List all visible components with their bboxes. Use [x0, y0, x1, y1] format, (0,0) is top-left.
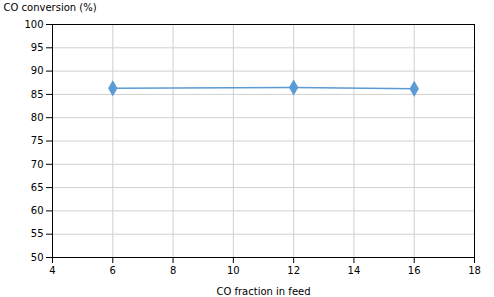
svg-text:4: 4	[49, 265, 55, 276]
svg-text:50: 50	[31, 252, 44, 263]
svg-text:10: 10	[227, 265, 240, 276]
svg-text:CO conversion (%): CO conversion (%)	[4, 2, 97, 13]
svg-text:16: 16	[408, 265, 421, 276]
svg-text:100: 100	[24, 19, 43, 30]
svg-text:12: 12	[287, 265, 300, 276]
svg-text:60: 60	[31, 205, 44, 216]
svg-text:85: 85	[31, 89, 44, 100]
svg-text:18: 18	[468, 265, 481, 276]
svg-text:75: 75	[31, 135, 44, 146]
svg-text:70: 70	[31, 159, 44, 170]
svg-text:6: 6	[110, 265, 116, 276]
svg-text:8: 8	[170, 265, 176, 276]
svg-text:90: 90	[31, 65, 44, 76]
svg-text:95: 95	[31, 42, 44, 53]
svg-text:CO fraction in feed: CO fraction in feed	[216, 286, 310, 297]
svg-text:80: 80	[31, 112, 44, 123]
svg-text:65: 65	[31, 182, 44, 193]
svg-text:55: 55	[31, 228, 44, 239]
svg-text:14: 14	[348, 265, 361, 276]
